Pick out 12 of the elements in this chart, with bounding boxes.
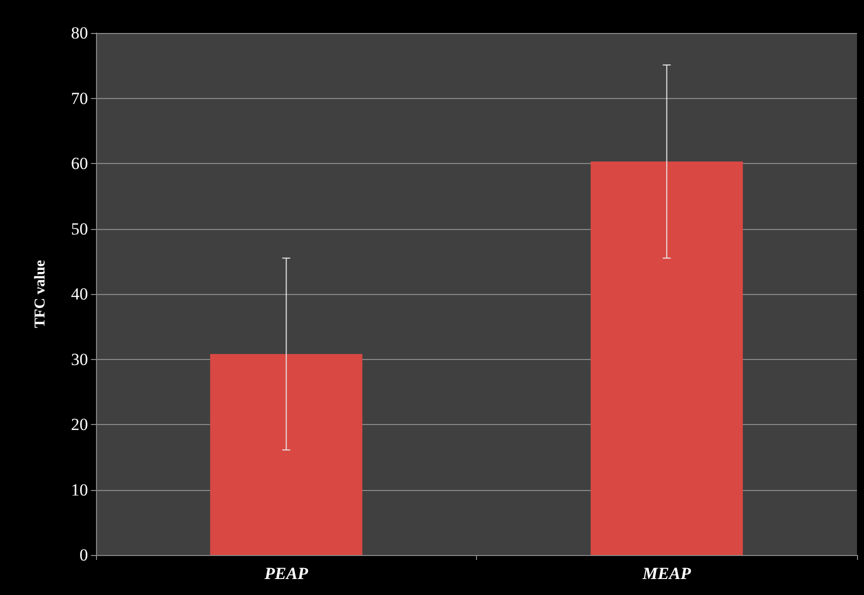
y-axis-title: TFC value <box>32 260 48 328</box>
x-tick-label: PEAP <box>264 564 309 583</box>
y-tick-label: 30 <box>71 350 88 369</box>
x-tick-label: MEAP <box>642 564 692 583</box>
y-tick-label: 40 <box>71 284 88 304</box>
y-tick-label: 0 <box>80 546 88 564</box>
y-tick-label: 10 <box>71 480 88 500</box>
y-tick-label: 80 <box>71 24 88 42</box>
y-tick-label: 50 <box>71 219 88 238</box>
y-tick-label: 60 <box>71 154 88 173</box>
y-tick-label: 20 <box>71 415 88 434</box>
y-tick-label: 70 <box>71 88 88 108</box>
